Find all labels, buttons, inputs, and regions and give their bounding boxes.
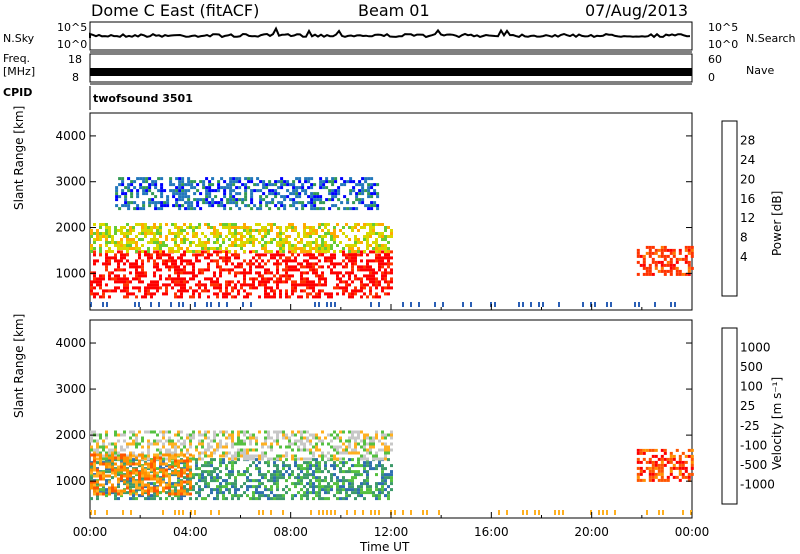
cpid-value: twofsound 3501 <box>93 92 193 105</box>
x-tick-label: 16:00 <box>474 525 509 539</box>
nsky-label: N.Sky <box>3 32 35 45</box>
freq-top-tick: 18 <box>68 53 82 66</box>
x-tick-label: 08:00 <box>273 525 308 539</box>
velocity-panel: 1000 2000 3000 4000 00:00 04:00 08:00 12:00 16:0… <box>55 319 710 539</box>
y-tick-label: 2000 <box>55 221 86 235</box>
data-region-2 <box>115 177 380 211</box>
colorbar-tick-label: 24 <box>740 153 755 167</box>
nsearch-bottom-tick: 10^0 <box>708 38 739 51</box>
colorbar-tick-label: 1000 <box>740 341 771 355</box>
y-tick-label: 4000 <box>55 336 86 350</box>
colorbar-tick-label: 25 <box>740 399 755 413</box>
freq-unit: [MHz] <box>3 65 36 78</box>
freq-label: Freq. <box>3 52 31 65</box>
colorbar-tick-label: 16 <box>740 192 755 206</box>
y-tick-label: 2000 <box>55 428 86 442</box>
colorbar-tick-label: -500 <box>740 458 767 472</box>
colorbar-tick-label: 28 <box>740 133 755 147</box>
beam-label: Beam 01 <box>358 1 430 20</box>
colorbar-tick-label: 500 <box>740 360 763 374</box>
nsearch-label: N.Search <box>746 32 796 45</box>
data-region-0 <box>90 250 393 299</box>
y-tick-label: 3000 <box>55 382 86 396</box>
nsky-bottom-tick: 10^0 <box>57 38 88 51</box>
nave-label: Nave <box>746 64 775 77</box>
y-tick-label: 4000 <box>55 129 86 143</box>
freq-bottom-tick: 8 <box>72 71 79 84</box>
velocity-colorbar: 1000 500 100 25 -25 -100 -500 -1000 <box>721 327 775 505</box>
x-tick-label: 00:00 <box>73 525 108 539</box>
colorbar-tick-label: 12 <box>740 211 755 225</box>
y-tick-label: 3000 <box>55 175 86 189</box>
colorbar-tick-label: 20 <box>740 172 755 186</box>
data-region-3 <box>636 448 694 482</box>
date-label: 07/Aug/2013 <box>585 1 689 20</box>
colorbar-frame <box>721 120 738 297</box>
power-panel: 1000 2000 3000 4000 <box>55 112 694 311</box>
x-tick-label: 00:00 <box>675 525 710 539</box>
x-tick-label: 12:00 <box>374 525 409 539</box>
colorbar-tick-label: -100 <box>740 438 767 452</box>
cpid-label: CPID <box>3 86 33 99</box>
nsearch-top-tick: 10^5 <box>708 21 739 34</box>
data-region-2 <box>90 453 192 496</box>
x-axis-label: Time UT <box>360 540 410 554</box>
colorbar-frame <box>721 327 738 505</box>
colorbar-tick-label: 100 <box>740 380 763 394</box>
colorbar-tick-label: 4 <box>740 250 748 264</box>
power-colorbar: 28 24 20 16 12 8 4 <box>721 120 755 297</box>
data-region-1 <box>90 430 393 461</box>
near-range-scatter-0 <box>90 302 676 307</box>
nave-bottom-tick: 0 <box>708 71 715 84</box>
freq-band <box>90 68 692 76</box>
data-region-3 <box>636 245 694 276</box>
nave-top-tick: 60 <box>708 53 722 66</box>
x-tick-label: 20:00 <box>574 525 609 539</box>
colorbar-tick-label: 8 <box>740 231 748 245</box>
colorbar-tick-label: -25 <box>740 419 760 433</box>
colorbar-tick-label: -1000 <box>740 477 775 491</box>
plot-title: Dome C East (fitACF) <box>91 1 260 20</box>
x-tick-label: 04:00 <box>173 525 208 539</box>
data-region-1 <box>90 223 393 253</box>
nsky-line <box>89 26 691 39</box>
nsky-top-tick: 10^5 <box>57 21 88 34</box>
nsky-trace <box>89 26 691 39</box>
y-tick-label: 1000 <box>55 474 86 488</box>
y-tick-label: 1000 <box>55 266 86 280</box>
